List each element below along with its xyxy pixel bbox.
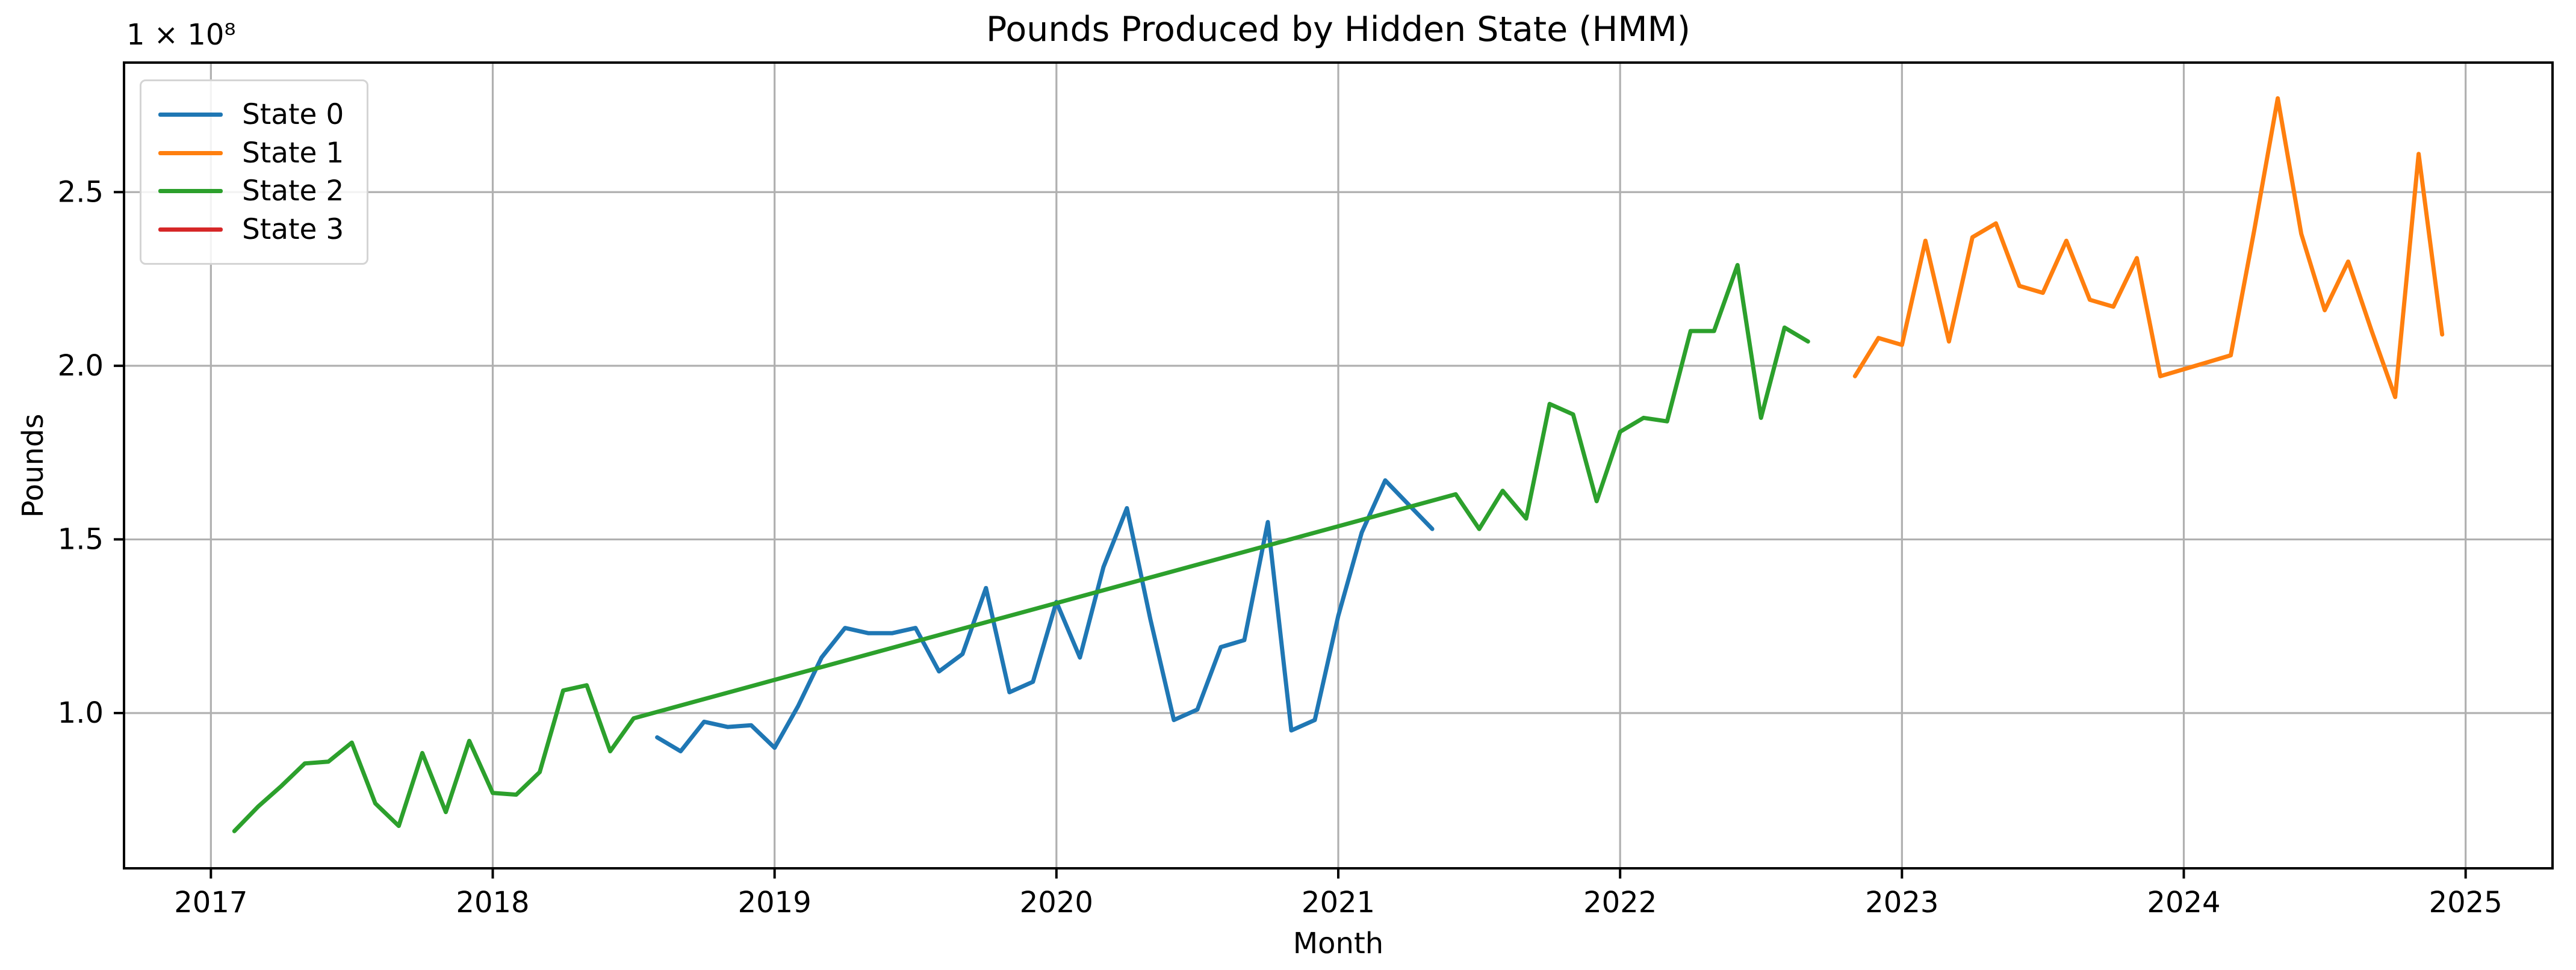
legend-item-state-0: State 0 bbox=[158, 96, 344, 134]
legend-line-swatch-state-3 bbox=[158, 227, 223, 232]
x-tick-label-2020: 2020 bbox=[1020, 886, 1093, 919]
x-tick-label-2021: 2021 bbox=[1302, 886, 1375, 919]
x-axis-label: Month bbox=[1293, 927, 1384, 960]
legend-line-swatch-state-2 bbox=[158, 189, 223, 194]
x-tick-label-2017: 2017 bbox=[174, 886, 247, 919]
series-line-state-1 bbox=[1852, 96, 2445, 400]
legend-label-state-0: State 0 bbox=[242, 98, 344, 132]
x-tick-label-2022: 2022 bbox=[1583, 886, 1657, 919]
legend-item-state-1: State 1 bbox=[158, 134, 344, 173]
series-line-state-2 bbox=[232, 263, 1810, 833]
legend: State 0 State 1 State 2 State 3 bbox=[140, 79, 369, 265]
y-axis-offset-text: 1 × 10⁸ bbox=[126, 18, 236, 52]
ticks: 2017 2018 2019 2020 2021 2022 2023 2024 2025 1.0 1… bbox=[58, 175, 2503, 919]
x-tick-label-2024: 2024 bbox=[2147, 886, 2220, 919]
legend-label-state-1: State 1 bbox=[242, 136, 344, 170]
legend-item-state-2: State 2 bbox=[158, 172, 344, 211]
series-line-state-0 bbox=[655, 478, 1435, 753]
y-tick-label-1.0: 1.0 bbox=[58, 696, 104, 730]
series-lines bbox=[232, 96, 2445, 833]
legend-label-state-2: State 2 bbox=[242, 175, 344, 208]
y-tick-label-1.5: 1.5 bbox=[58, 522, 104, 556]
legend-line-swatch-state-0 bbox=[158, 113, 223, 117]
y-tick-label-2.5: 2.5 bbox=[58, 175, 104, 209]
legend-line-swatch-state-1 bbox=[158, 150, 223, 155]
x-tick-label-2018: 2018 bbox=[456, 886, 529, 919]
legend-item-state-3: State 3 bbox=[158, 211, 344, 249]
x-tick-label-2025: 2025 bbox=[2429, 886, 2503, 919]
y-axis-label: Pounds bbox=[16, 413, 50, 518]
legend-label-state-3: State 3 bbox=[242, 212, 344, 246]
chart-title: Pounds Produced by Hidden State (HMM) bbox=[985, 10, 1690, 49]
x-tick-label-2019: 2019 bbox=[738, 886, 812, 919]
gridlines bbox=[124, 63, 2553, 868]
x-tick-label-2023: 2023 bbox=[1865, 886, 1938, 919]
y-tick-label-2.0: 2.0 bbox=[58, 349, 104, 383]
